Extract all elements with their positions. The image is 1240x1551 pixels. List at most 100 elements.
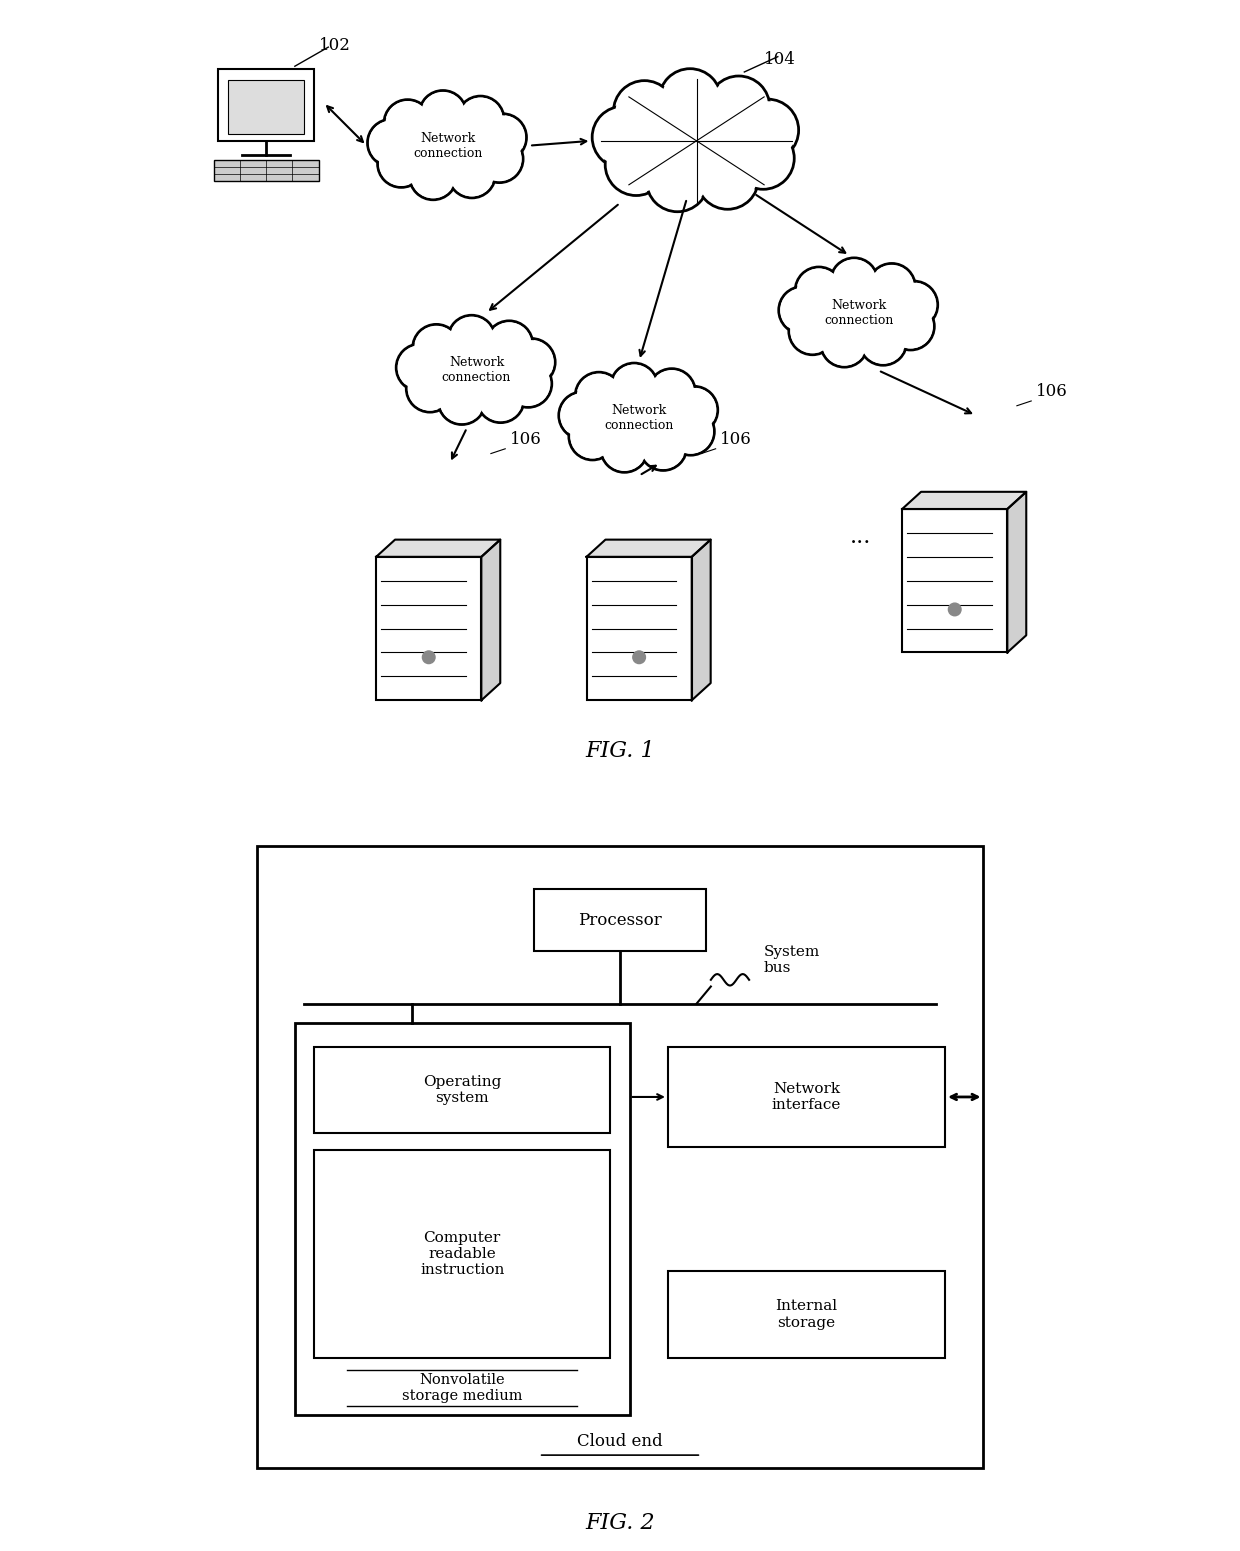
Circle shape bbox=[889, 304, 932, 349]
Text: FIG. 2: FIG. 2 bbox=[585, 1512, 655, 1534]
Text: Network
interface: Network interface bbox=[771, 1083, 841, 1112]
Circle shape bbox=[605, 133, 667, 195]
Circle shape bbox=[708, 76, 770, 138]
Ellipse shape bbox=[574, 383, 704, 454]
Circle shape bbox=[449, 316, 494, 361]
Circle shape bbox=[379, 141, 423, 186]
Circle shape bbox=[477, 375, 525, 422]
Circle shape bbox=[569, 413, 616, 461]
Circle shape bbox=[949, 603, 961, 616]
Circle shape bbox=[632, 651, 646, 664]
Circle shape bbox=[407, 364, 454, 413]
Circle shape bbox=[832, 259, 877, 304]
Circle shape bbox=[892, 282, 936, 327]
Ellipse shape bbox=[790, 273, 929, 352]
FancyBboxPatch shape bbox=[903, 509, 1007, 653]
Circle shape bbox=[479, 113, 527, 161]
Ellipse shape bbox=[383, 110, 513, 181]
Circle shape bbox=[510, 340, 553, 385]
Polygon shape bbox=[587, 540, 711, 557]
Circle shape bbox=[508, 338, 556, 386]
FancyBboxPatch shape bbox=[218, 70, 314, 141]
Circle shape bbox=[797, 268, 841, 313]
Text: 106: 106 bbox=[1035, 383, 1068, 400]
Circle shape bbox=[448, 150, 496, 199]
FancyBboxPatch shape bbox=[376, 557, 481, 701]
Circle shape bbox=[615, 82, 673, 141]
Circle shape bbox=[868, 264, 915, 310]
Circle shape bbox=[408, 366, 453, 411]
FancyBboxPatch shape bbox=[257, 845, 983, 1467]
Circle shape bbox=[869, 265, 914, 309]
Text: 104: 104 bbox=[764, 51, 795, 68]
Ellipse shape bbox=[570, 378, 708, 458]
Circle shape bbox=[734, 129, 792, 188]
Circle shape bbox=[456, 96, 505, 143]
Circle shape bbox=[613, 364, 656, 409]
Text: 102: 102 bbox=[319, 37, 351, 54]
Circle shape bbox=[614, 81, 676, 143]
Ellipse shape bbox=[794, 278, 924, 349]
FancyBboxPatch shape bbox=[295, 1022, 630, 1415]
Text: Network
connection: Network connection bbox=[413, 132, 482, 160]
Circle shape bbox=[575, 372, 622, 419]
Polygon shape bbox=[692, 540, 711, 701]
Circle shape bbox=[640, 423, 687, 470]
Circle shape bbox=[739, 101, 796, 160]
Circle shape bbox=[420, 92, 465, 136]
Ellipse shape bbox=[608, 90, 786, 192]
Text: Computer
readable
instruction: Computer readable instruction bbox=[420, 1230, 505, 1276]
FancyBboxPatch shape bbox=[213, 160, 319, 181]
Circle shape bbox=[660, 68, 722, 130]
Circle shape bbox=[479, 377, 523, 420]
Circle shape bbox=[560, 394, 605, 437]
Circle shape bbox=[667, 408, 714, 454]
Circle shape bbox=[737, 99, 799, 161]
FancyBboxPatch shape bbox=[668, 1272, 945, 1357]
Circle shape bbox=[831, 257, 878, 306]
Circle shape bbox=[650, 371, 694, 414]
Circle shape bbox=[593, 107, 655, 168]
Circle shape bbox=[709, 78, 768, 136]
Circle shape bbox=[448, 315, 495, 363]
Circle shape bbox=[377, 140, 425, 188]
Circle shape bbox=[594, 109, 652, 166]
Text: Cloud end: Cloud end bbox=[577, 1433, 663, 1450]
Text: System
bus: System bus bbox=[764, 945, 820, 976]
Polygon shape bbox=[903, 492, 1027, 509]
Ellipse shape bbox=[408, 330, 546, 409]
Circle shape bbox=[559, 392, 606, 439]
Circle shape bbox=[486, 321, 533, 368]
Circle shape bbox=[459, 98, 502, 141]
FancyBboxPatch shape bbox=[228, 79, 304, 133]
Circle shape bbox=[698, 149, 756, 208]
Circle shape bbox=[603, 427, 646, 472]
Text: Network
connection: Network connection bbox=[441, 357, 511, 385]
Circle shape bbox=[859, 318, 906, 364]
Circle shape bbox=[505, 360, 552, 408]
Circle shape bbox=[367, 119, 415, 166]
Circle shape bbox=[438, 377, 486, 425]
Circle shape bbox=[649, 152, 707, 209]
Text: ...: ... bbox=[849, 526, 870, 548]
Circle shape bbox=[398, 346, 441, 389]
Circle shape bbox=[789, 307, 836, 355]
Text: Network
connection: Network connection bbox=[825, 299, 894, 327]
Circle shape bbox=[477, 136, 522, 181]
Polygon shape bbox=[376, 540, 500, 557]
Circle shape bbox=[795, 267, 842, 315]
Circle shape bbox=[887, 302, 934, 351]
Circle shape bbox=[450, 152, 494, 197]
Circle shape bbox=[697, 147, 759, 209]
Circle shape bbox=[419, 90, 466, 138]
Circle shape bbox=[641, 425, 686, 468]
Circle shape bbox=[608, 135, 665, 194]
FancyBboxPatch shape bbox=[534, 889, 706, 951]
Circle shape bbox=[384, 99, 432, 147]
Circle shape bbox=[414, 326, 459, 371]
Circle shape bbox=[733, 127, 795, 189]
Ellipse shape bbox=[412, 335, 542, 406]
Text: 106: 106 bbox=[510, 431, 542, 448]
Text: Internal
storage: Internal storage bbox=[775, 1300, 837, 1329]
Circle shape bbox=[440, 378, 484, 423]
